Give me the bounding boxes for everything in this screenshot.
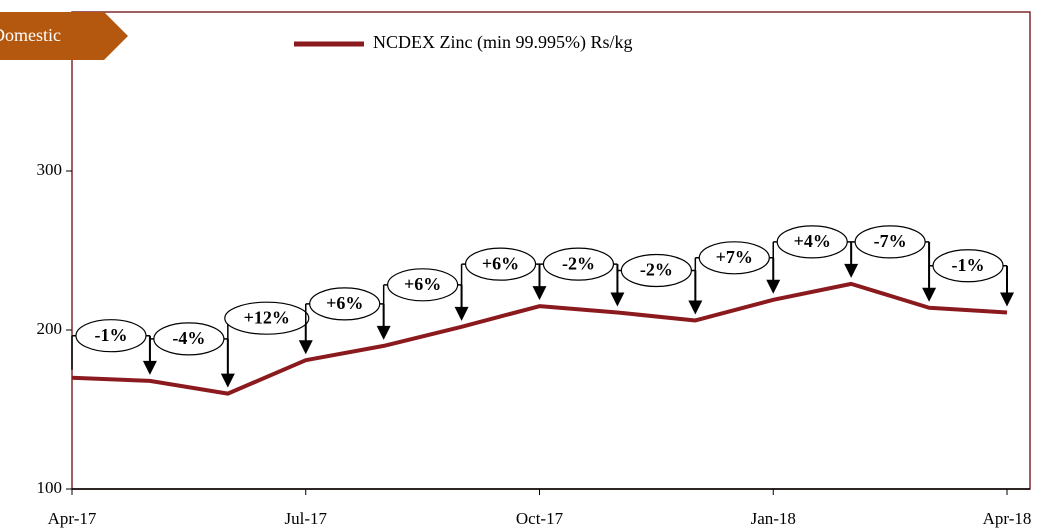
annotation-bubble	[620, 253, 692, 288]
annotation-bubble	[153, 322, 225, 356]
annotation-bubble	[309, 287, 381, 321]
y-tick-label: 100	[37, 478, 63, 497]
annotation-bubble	[542, 247, 615, 281]
annotation-bubble	[387, 268, 459, 302]
annotation-label: -1%	[952, 255, 985, 275]
arrow-head	[1000, 292, 1014, 307]
annotation-bubble	[932, 249, 1004, 283]
annotation-bubble	[698, 241, 770, 275]
annotation-label: -2%	[562, 253, 595, 273]
annotation-label: +6%	[482, 253, 519, 273]
annotation-label: +12%	[244, 307, 290, 327]
annotation-label: +4%	[794, 231, 831, 251]
x-tick-label: Jul-17	[285, 509, 328, 528]
annotation-bubble	[224, 301, 310, 335]
annotation-label: +6%	[326, 293, 363, 313]
y-tick-label: 300	[37, 160, 63, 179]
y-tick-label: 200	[37, 319, 63, 338]
x-tick-label: Apr-18	[983, 509, 1032, 528]
annotation-bubble	[75, 319, 147, 353]
annotation-bubble	[776, 225, 848, 259]
annotation-label: -2%	[640, 260, 673, 280]
x-tick-label: Jan-18	[751, 509, 796, 528]
x-tick-label: Oct-17	[516, 509, 564, 528]
annotation-label: +7%	[716, 247, 753, 267]
annotation-label: +6%	[404, 274, 441, 294]
section-tag	[0, 12, 128, 60]
annotation-bubble	[854, 225, 926, 259]
annotation-label: -7%	[874, 231, 907, 251]
annotation-label: -1%	[94, 325, 127, 345]
annotation-bubble	[464, 247, 537, 281]
section-tag-label: Domestic	[0, 25, 61, 45]
x-tick-label: Apr-17	[48, 509, 97, 528]
legend-label: NCDEX Zinc (min 99.995%) Rs/kg	[373, 32, 632, 53]
data-line	[71, 281, 1008, 396]
annotation-label: -4%	[172, 328, 205, 348]
